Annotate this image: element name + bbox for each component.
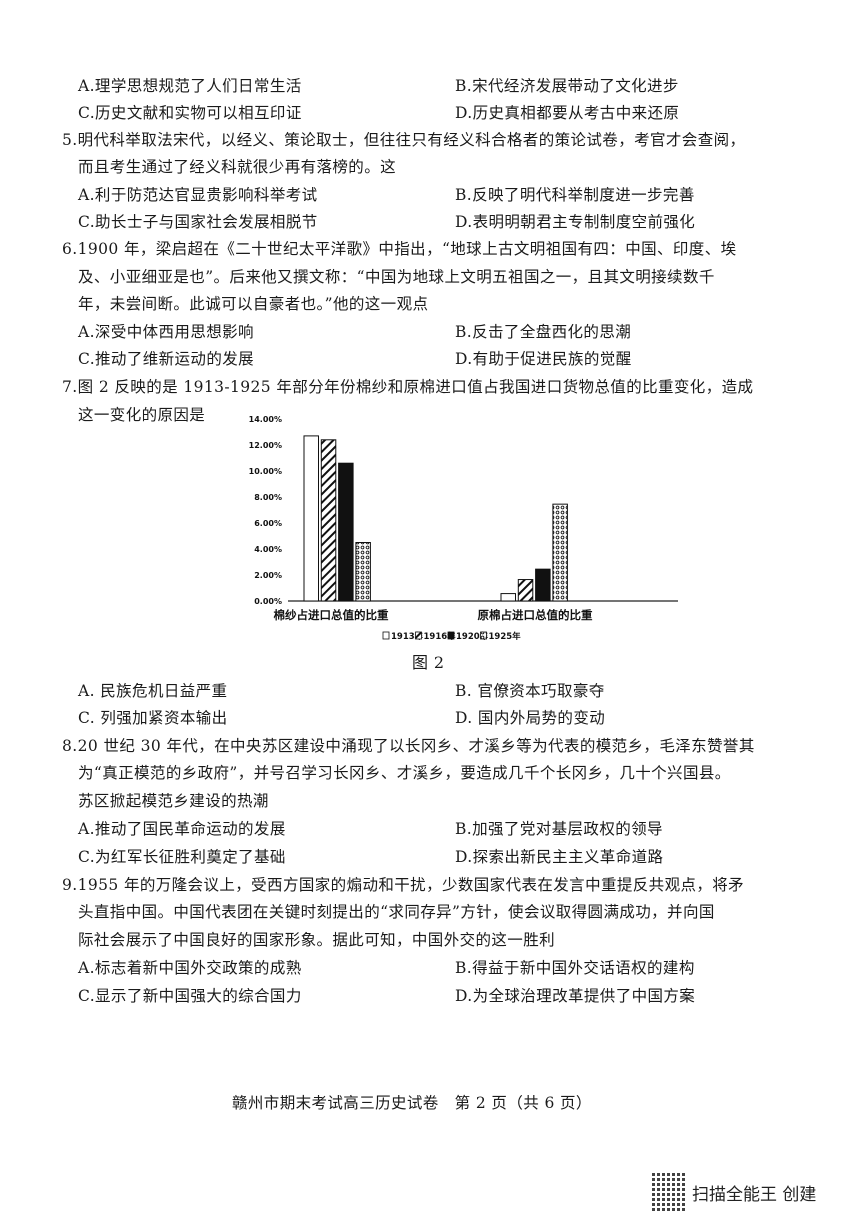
q6-stem-line: 年，未尝间断。此诚可以自豪者也。”他的这一观点	[78, 295, 429, 313]
q7-option-b: B. 官僚资本巧取豪夺	[455, 682, 605, 700]
q5-option-d: D.表明明朝君主专制制度空前强化	[455, 213, 696, 231]
q9-option-c: C.显示了新中国强大的综合国力	[78, 987, 302, 1005]
q7-stem-line: 7.图 2 反映的是 1913-1925 年部分年份棉纱和原棉进口值占我国进口货…	[62, 378, 754, 396]
q5-option-a: A.利于防范达官显贵影响科举考试	[78, 186, 318, 204]
y-tick-label: 12.00%	[249, 441, 282, 450]
legend-label: 1916年	[424, 631, 457, 642]
q6-stem-line: 及、小亚细亚是也”。后来他又撰文称：“中国为地球上文明五祖国之一，且其文明接续数…	[78, 268, 715, 286]
q7-stem-line: 这一变化的原因是	[78, 406, 206, 424]
q6-option-d: D.有助于促进民族的觉醒	[455, 350, 632, 368]
q5-option-c: C.助长士子与国家社会发展相脱节	[78, 213, 318, 231]
q6-stem-line: 6.1900 年，梁启超在《二十世纪太平洋歌》中指出，“地球上古文明祖国有四：中…	[62, 240, 737, 258]
q6-option-a: A.深受中体西用思想影响	[78, 323, 254, 341]
q9-stem-line: 9.1955 年的万隆会议上，受西方国家的煽动和干扰，少数国家代表在发言中重提反…	[62, 876, 745, 894]
figure-caption: 图 2	[412, 653, 445, 672]
q8-option-d: D.探索出新民主主义革命道路	[455, 848, 664, 866]
q5-option-b: B.反映了明代科举制度进一步完善	[455, 186, 695, 204]
bar-1925年	[552, 503, 568, 602]
y-tick-label: 6.00%	[254, 519, 282, 528]
scanner-watermark: 扫描全能王 创建	[652, 1173, 816, 1211]
q9-option-a: A.标志着新中国外交政策的成熟	[78, 959, 302, 977]
q9-stem-line: 头直指中国。中国代表团在关键时刻提出的“求同存异”方针，使会议取得圆满成功，并向…	[78, 903, 715, 921]
q6-option-b: B.反击了全盘西化的思潮	[455, 323, 632, 341]
q8-option-c: C.为红军长征胜利奠定了基础	[78, 848, 286, 866]
q4-option-b: B.宋代经济发展带动了文化进步	[455, 77, 679, 95]
q7-option-d: D. 国内外局势的变动	[455, 709, 606, 727]
qr-code-icon	[652, 1173, 686, 1211]
category-label: 原棉占进口总值的比重	[478, 608, 593, 622]
bar-1916年	[517, 579, 534, 602]
bar-1925年	[355, 542, 371, 602]
legend-swatch	[415, 631, 422, 640]
q5-stem-line: 而且考生通过了经义科就很少再有落榜的。这	[78, 158, 397, 176]
y-tick-label: 2.00%	[254, 571, 282, 580]
legend-swatch	[447, 631, 455, 640]
q7-option-c: C. 列强加紧资本输出	[78, 709, 228, 727]
bar-1920年	[338, 462, 354, 602]
legend-swatch	[382, 631, 390, 640]
y-tick-label: 14.00%	[249, 415, 282, 424]
legend-swatch	[480, 631, 487, 640]
q8-stem-line: 8.20 世纪 30 年代，在中央苏区建设中涌现了以长冈乡、才溪乡等为代表的模范…	[62, 737, 755, 755]
legend-label: 1920年	[456, 631, 489, 642]
q8-option-a: A.推动了国民革命运动的发展	[78, 820, 286, 838]
legend-label: 1925年	[489, 631, 522, 642]
q9-option-b: B.得益于新中国外交话语权的建构	[455, 959, 695, 977]
bar-1920年	[535, 568, 551, 602]
y-tick-label: 10.00%	[249, 467, 282, 476]
q4-option-d: D.历史真相都要从考古中来还原	[455, 104, 680, 122]
legend-label: 1913年	[391, 631, 424, 642]
category-label: 棉纱占进口总值的比重	[274, 608, 389, 622]
y-tick-label: 0.00%	[254, 597, 282, 606]
q9-option-d: D.为全球治理改革提供了中国方案	[455, 987, 696, 1005]
q9-stem-line: 际社会展示了中国良好的国家形象。据此可知，中国外交的这一胜利	[78, 931, 556, 949]
q4-option-c: C.历史文献和实物可以相互印证	[78, 104, 302, 122]
q6-option-c: C.推动了维新运动的发展	[78, 350, 255, 368]
page-footer: 赣州市期末考试高三历史试卷 第 2 页（共 6 页）	[232, 1094, 592, 1112]
y-tick-label: 8.00%	[254, 493, 282, 502]
q4-option-a: A.理学思想规范了人们日常生活	[78, 77, 302, 95]
q8-stem-line: 苏区掀起模范乡建设的热潮	[78, 792, 269, 810]
bar-1916年	[320, 439, 337, 602]
y-tick-label: 4.00%	[254, 545, 282, 554]
bar-1913年	[500, 593, 516, 602]
q8-option-b: B.加强了党对基层政权的领导	[455, 820, 663, 838]
q8-stem-line: 为“真正模范的乡政府”，并号召学习长冈乡、才溪乡，要造成几千个长冈乡，几十个兴国…	[78, 764, 731, 782]
bar-1913年	[303, 435, 319, 602]
q7-option-a: A. 民族危机日益严重	[78, 682, 228, 700]
q5-stem-line: 5.明代科举取法宋代，以经义、策论取士，但往往只有经义科合格者的策论试卷，考官才…	[62, 131, 746, 149]
watermark-text: 扫描全能王 创建	[692, 1184, 817, 1205]
